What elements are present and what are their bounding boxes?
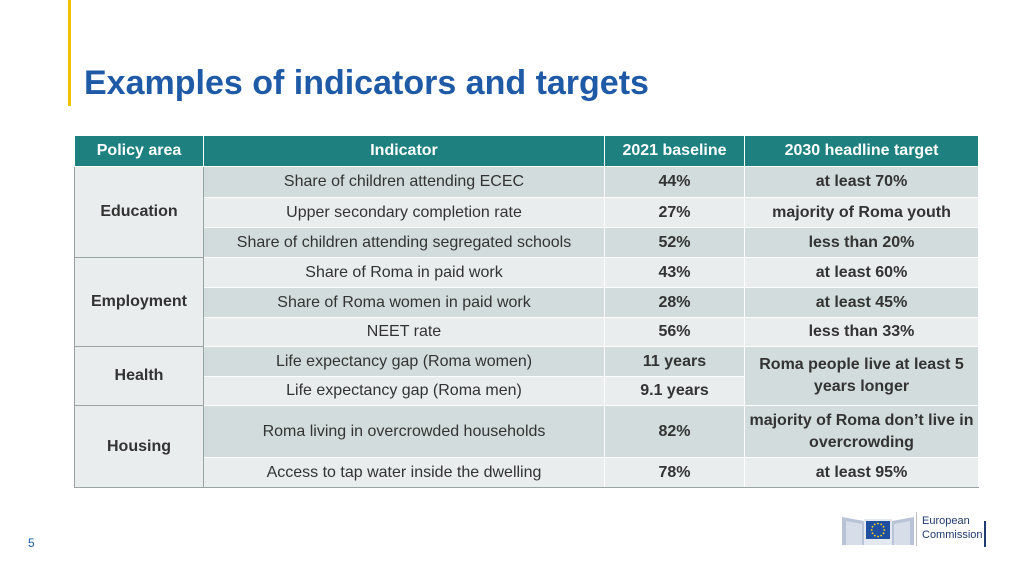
indicator-cell: Life expectancy gap (Roma women) <box>203 346 605 377</box>
table-row: Housing Roma living in overcrowded house… <box>74 405 979 488</box>
indicator-cell: Life expectancy gap (Roma men) <box>203 376 605 406</box>
target-cell: less than 33% <box>744 317 979 347</box>
logo-text-commission: Commission <box>922 529 983 541</box>
target-cell: Roma people live at least 5 years longer <box>744 346 979 406</box>
indicator-cell: Roma living in overcrowded households <box>203 405 605 458</box>
target-cell: less than 20% <box>744 227 979 258</box>
target-cell: at least 70% <box>744 166 979 198</box>
indicator-cell: Upper secondary completion rate <box>203 197 605 228</box>
area-education: Education <box>74 166 204 258</box>
table-header-row: Policy area Indicator 2021 baseline 2030… <box>74 135 979 167</box>
target-cell: at least 45% <box>744 287 979 318</box>
header-policy-area: Policy area <box>74 135 204 167</box>
table-row: Health Life expectancy gap (Roma women) … <box>74 346 979 406</box>
baseline-cell: 52% <box>604 227 745 258</box>
commission-building-icon <box>842 517 914 545</box>
baseline-cell: 28% <box>604 287 745 318</box>
area-housing: Housing <box>74 405 204 488</box>
header-target: 2030 headline target <box>744 135 979 167</box>
baseline-cell: 78% <box>604 457 745 488</box>
baseline-cell: 56% <box>604 317 745 347</box>
table-row: Life expectancy gap (Roma men) 9.1 years <box>75 376 979 406</box>
title-accent-bar <box>68 0 71 106</box>
indicator-cell: Share of children attending segregated s… <box>203 227 605 258</box>
baseline-cell: 82% <box>604 405 745 458</box>
page-title: Examples of indicators and targets <box>84 64 649 102</box>
area-health: Health <box>74 346 204 406</box>
indicator-cell: Share of Roma women in paid work <box>203 287 605 318</box>
table-row: Access to tap water inside the dwelling … <box>75 457 979 488</box>
table-row: Upper secondary completion rate 27% majo… <box>75 197 979 228</box>
table-row: NEET rate 56% less than 33% <box>75 317 979 347</box>
indicator-cell: Share of children attending ECEC <box>203 166 605 198</box>
european-commission-logo: European Commission <box>842 507 992 549</box>
target-cell: majority of Roma don’t live in overcrowd… <box>744 405 979 458</box>
target-cell: at least 95% <box>744 457 979 488</box>
indicator-cell: Access to tap water inside the dwelling <box>203 457 605 488</box>
page-number: 5 <box>28 536 35 550</box>
baseline-cell: 44% <box>604 166 745 198</box>
table-row: Education Share of children attending EC… <box>74 166 979 258</box>
table-row: Share of Roma women in paid work 28% at … <box>75 287 979 318</box>
area-employment: Employment <box>74 257 204 347</box>
baseline-cell: 43% <box>604 257 745 288</box>
header-baseline: 2021 baseline <box>604 135 745 167</box>
target-cell: majority of Roma youth <box>744 197 979 228</box>
table-row: Share of children attending segregated s… <box>75 227 979 258</box>
logo-text-european: European <box>922 515 970 527</box>
baseline-cell: 27% <box>604 197 745 228</box>
indicator-cell: NEET rate <box>203 317 605 347</box>
table-row: Employment Share of Roma in paid work 43… <box>74 257 979 347</box>
header-indicator: Indicator <box>203 135 605 167</box>
baseline-cell: 9.1 years <box>604 376 745 406</box>
indicators-table: Policy area Indicator 2021 baseline 2030… <box>74 135 979 488</box>
target-cell: at least 60% <box>744 257 979 288</box>
baseline-cell: 11 years <box>604 346 745 377</box>
indicator-cell: Share of Roma in paid work <box>203 257 605 288</box>
